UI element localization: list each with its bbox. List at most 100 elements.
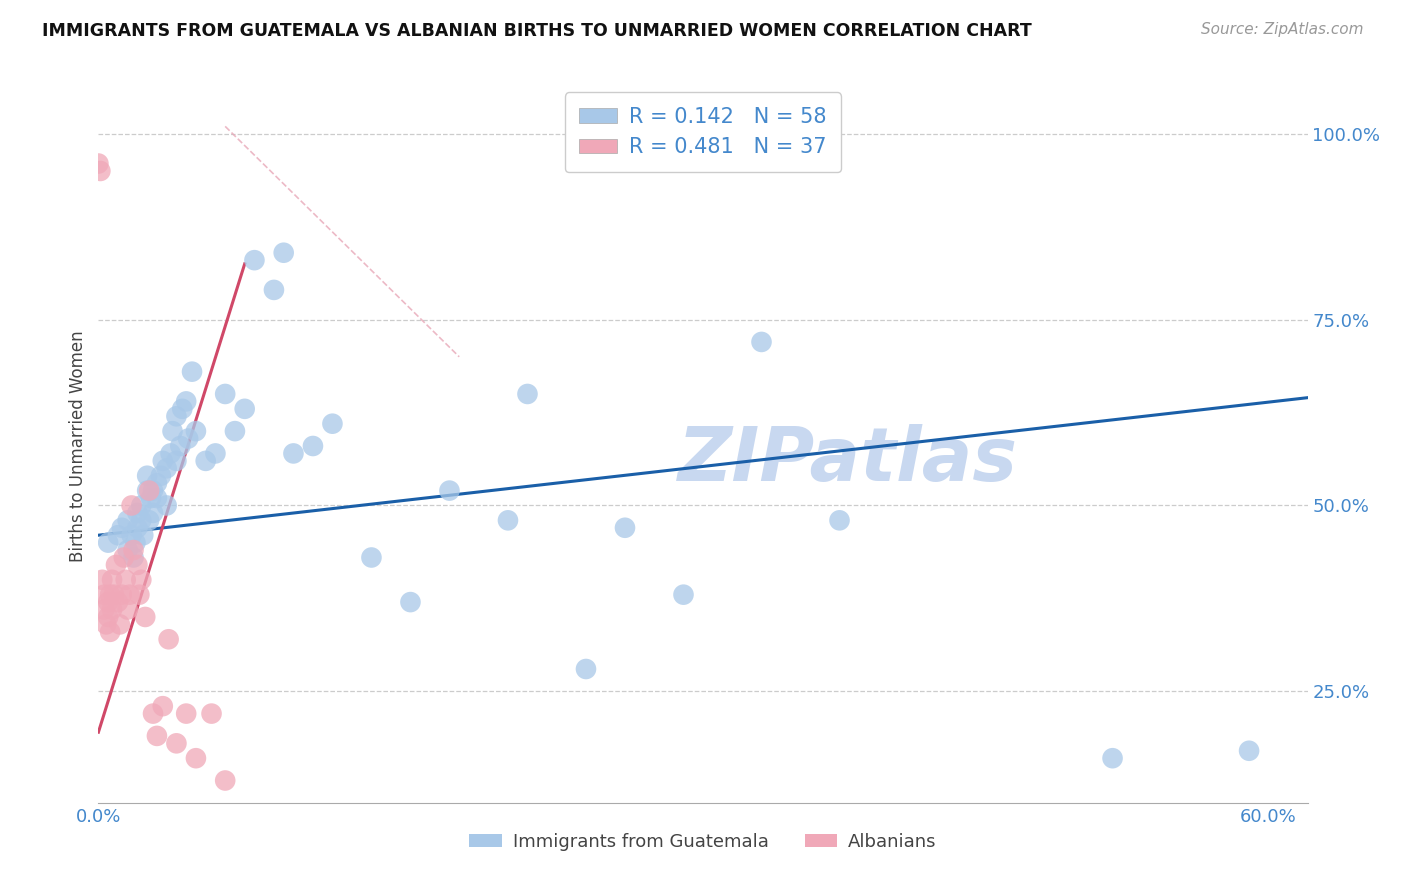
Point [184, 424, 207, 438]
Point [152, 454, 174, 468]
Point [111, 588, 134, 602]
Point [146, 491, 169, 505]
Point [127, 558, 149, 572]
Point [321, 417, 343, 431]
Point [1101, 751, 1123, 765]
Point [124, 535, 146, 549]
Point [89, 164, 111, 178]
Point [107, 595, 129, 609]
Point [112, 550, 135, 565]
Point [828, 513, 851, 527]
Point [118, 588, 141, 602]
Point [214, 773, 236, 788]
Point [165, 409, 187, 424]
Point [138, 513, 160, 527]
Point [273, 245, 295, 260]
Point [399, 595, 422, 609]
Point [122, 543, 145, 558]
Point [263, 283, 285, 297]
Point [214, 387, 236, 401]
Point [142, 706, 165, 721]
Point [172, 401, 194, 416]
Point [121, 528, 143, 542]
Point [1237, 744, 1260, 758]
Point [121, 499, 143, 513]
Point [165, 736, 187, 750]
Point [134, 610, 156, 624]
Point [127, 521, 149, 535]
Point [104, 558, 127, 572]
Point [107, 528, 129, 542]
Point [132, 528, 155, 542]
Point [93, 602, 115, 616]
Point [233, 401, 256, 416]
Legend: Immigrants from Guatemala, Albanians: Immigrants from Guatemala, Albanians [463, 826, 943, 858]
Point [101, 573, 124, 587]
Point [87, 156, 110, 170]
Point [101, 602, 124, 616]
Point [128, 588, 150, 602]
Point [200, 706, 222, 721]
Point [98, 588, 121, 602]
Point [360, 550, 382, 565]
Point [204, 446, 226, 460]
Point [224, 424, 246, 438]
Point [117, 602, 139, 616]
Point [117, 513, 139, 527]
Point [165, 454, 187, 468]
Point [138, 483, 160, 498]
Point [131, 499, 153, 513]
Text: ZIPatlas: ZIPatlas [678, 424, 1018, 497]
Point [177, 432, 200, 446]
Point [614, 521, 637, 535]
Point [159, 446, 181, 460]
Point [496, 513, 519, 527]
Point [131, 573, 153, 587]
Point [97, 595, 120, 609]
Point [139, 491, 162, 505]
Point [672, 588, 695, 602]
Point [156, 461, 179, 475]
Point [146, 729, 169, 743]
Point [302, 439, 325, 453]
Point [136, 468, 159, 483]
Point [108, 617, 131, 632]
Point [184, 751, 207, 765]
Point [516, 387, 538, 401]
Point [149, 468, 172, 483]
Point [127, 506, 149, 520]
Point [751, 334, 773, 349]
Point [152, 699, 174, 714]
Point [181, 365, 204, 379]
Point [439, 483, 461, 498]
Point [97, 610, 120, 624]
Point [174, 394, 197, 409]
Y-axis label: Births to Unmarried Women: Births to Unmarried Women [69, 330, 87, 562]
Point [97, 535, 120, 549]
Point [146, 476, 169, 491]
Point [111, 521, 134, 535]
Point [117, 543, 139, 558]
Point [156, 499, 179, 513]
Point [194, 454, 217, 468]
Point [131, 513, 153, 527]
Point [162, 424, 184, 438]
Point [283, 446, 305, 460]
Point [142, 506, 165, 520]
Point [96, 617, 118, 632]
Text: Source: ZipAtlas.com: Source: ZipAtlas.com [1201, 22, 1364, 37]
Point [136, 483, 159, 498]
Point [93, 588, 115, 602]
Point [114, 573, 136, 587]
Point [169, 439, 191, 453]
Point [98, 624, 121, 639]
Point [157, 632, 180, 647]
Point [243, 253, 266, 268]
Point [575, 662, 598, 676]
Point [142, 483, 165, 498]
Point [91, 573, 114, 587]
Point [103, 588, 125, 602]
Point [174, 706, 197, 721]
Text: IMMIGRANTS FROM GUATEMALA VS ALBANIAN BIRTHS TO UNMARRIED WOMEN CORRELATION CHAR: IMMIGRANTS FROM GUATEMALA VS ALBANIAN BI… [42, 22, 1032, 40]
Point [122, 550, 145, 565]
